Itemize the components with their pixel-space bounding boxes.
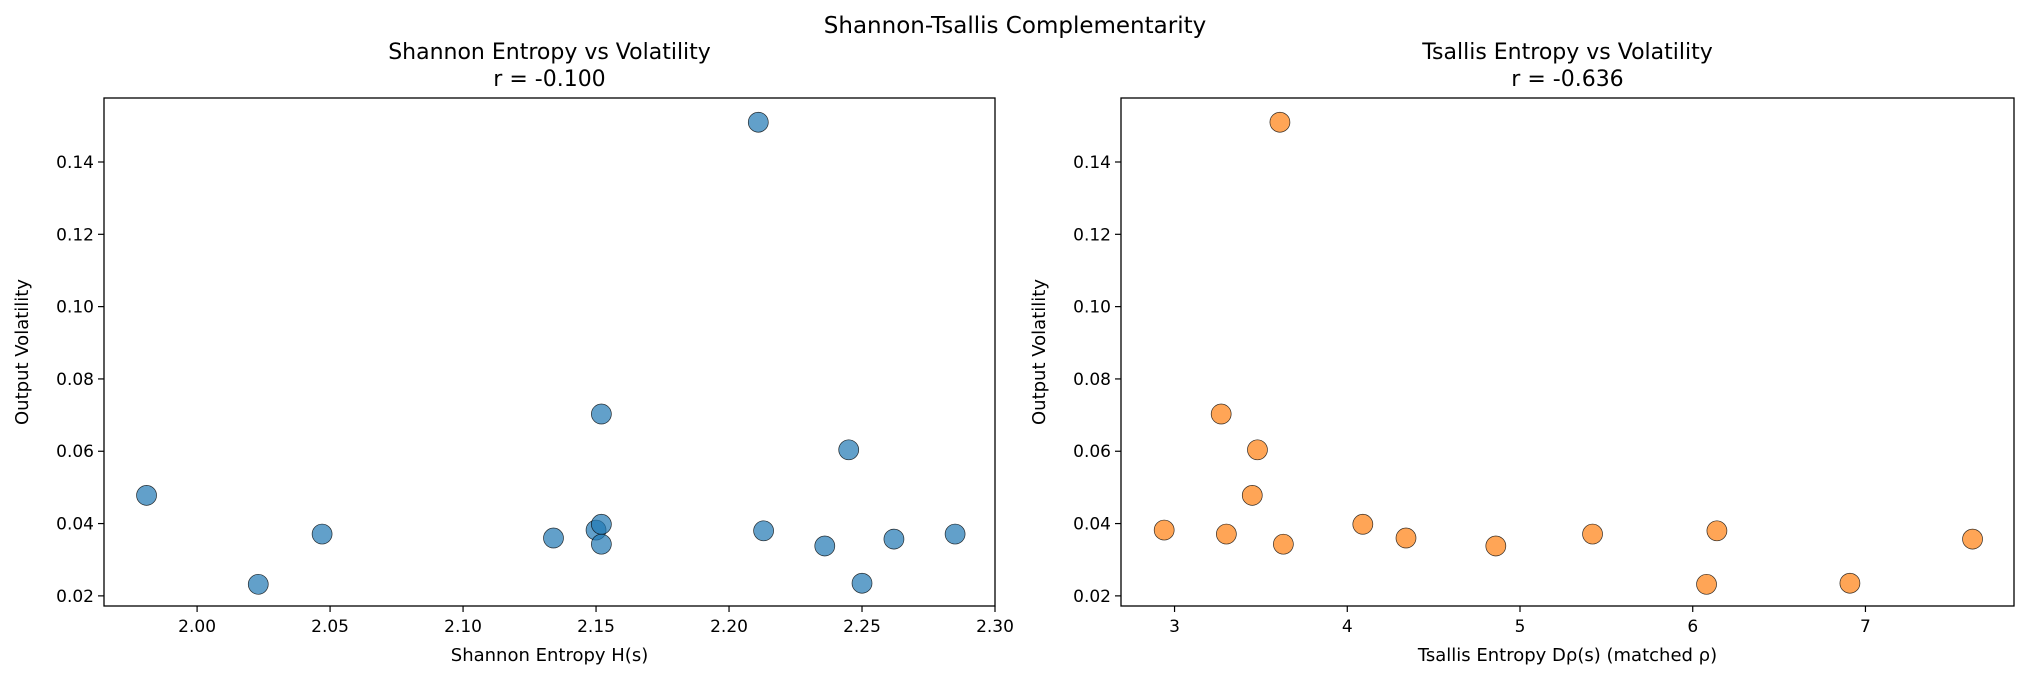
y-tick-label: 0.12: [56, 225, 94, 245]
data-point: [1210, 403, 1232, 425]
data-point: [753, 520, 774, 542]
data-point: [591, 533, 612, 555]
y-tick-label: 0.04: [56, 515, 94, 535]
data-point: [136, 485, 157, 506]
data-point: [814, 535, 836, 557]
axes-frame: [1120, 97, 2015, 607]
y-tick-label: 0.10: [1073, 298, 1111, 318]
chart-title: Tsallis Entropy vs Volatility: [1421, 40, 1712, 65]
data-point: [1247, 439, 1268, 461]
x-tick-label: 2.15: [577, 617, 615, 637]
x-tick-label: 3: [1169, 617, 1180, 637]
data-point: [944, 523, 966, 545]
y-axis-label: Output Volatility: [1029, 279, 1050, 425]
y-tick-label: 0.02: [1073, 587, 1111, 607]
data-point: [1241, 485, 1263, 506]
data-point: [1706, 520, 1728, 542]
data-point: [247, 573, 269, 595]
x-tick-label: 2.05: [311, 617, 349, 637]
x-tick-label: 7: [1860, 617, 1871, 637]
data-point: [1962, 528, 1983, 550]
y-axis-label: Output Volatility: [12, 279, 33, 425]
x-tick-label: 4: [1342, 617, 1353, 637]
x-tick-label: 2.30: [976, 617, 1014, 637]
correlation-label: r = -0.100: [493, 67, 605, 92]
data-point: [1696, 573, 1717, 595]
data-point: [1485, 535, 1507, 557]
data-point: [883, 528, 905, 550]
data-point: [747, 111, 769, 133]
x-tick-label: 2.10: [444, 617, 482, 637]
y-tick-label: 0.08: [1073, 370, 1111, 390]
x-tick-label: 2.25: [843, 617, 881, 637]
data-point: [838, 439, 860, 461]
y-tick-label: 0.14: [56, 153, 94, 173]
data-point: [1839, 572, 1861, 594]
figure-suptitle: Shannon-Tsallis Complementarity: [824, 13, 1206, 39]
data-point: [1216, 523, 1237, 545]
data-point: [591, 513, 612, 535]
data-point: [1153, 519, 1175, 541]
y-tick-label: 0.08: [56, 370, 94, 390]
data-point: [591, 403, 612, 425]
y-tick-label: 0.12: [1073, 225, 1111, 245]
data-point: [1269, 111, 1291, 133]
data-point: [851, 572, 873, 594]
x-tick-label: 5: [1515, 617, 1526, 637]
y-tick-label: 0.06: [56, 442, 94, 462]
x-tick-label: 6: [1687, 617, 1698, 637]
y-tick-label: 0.04: [1073, 515, 1111, 535]
data-point: [1395, 527, 1417, 549]
x-axis-label: Shannon Entropy H(s): [451, 645, 648, 666]
data-point: [311, 523, 333, 545]
chart-title: Shannon Entropy vs Volatility: [388, 40, 711, 65]
x-tick-label: 2.20: [710, 617, 748, 637]
correlation-label: r = -0.636: [1511, 67, 1623, 92]
y-tick-label: 0.06: [1073, 442, 1111, 462]
data-point: [1273, 533, 1294, 555]
axes-frame: [103, 97, 996, 607]
x-tick-label: 2.00: [178, 617, 216, 637]
y-tick-label: 0.10: [56, 298, 94, 318]
data-point: [1582, 523, 1603, 545]
x-axis-label: Tsallis Entropy Dρ(s) (matched ρ): [1417, 645, 1717, 666]
data-point: [1352, 513, 1374, 535]
y-tick-label: 0.02: [56, 587, 94, 607]
data-point: [543, 527, 564, 549]
y-tick-label: 0.14: [1073, 153, 1111, 173]
